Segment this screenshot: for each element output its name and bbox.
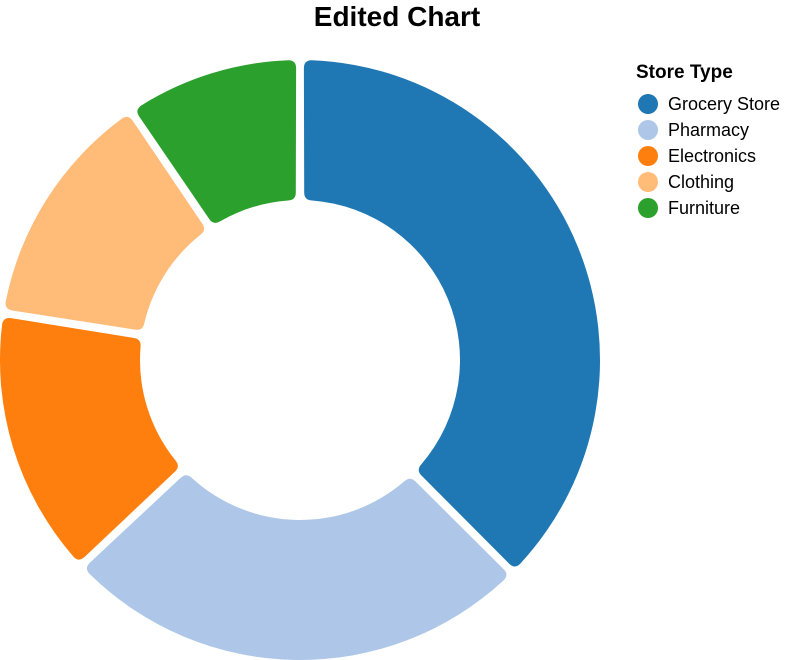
legend-swatch-electronics	[638, 146, 658, 166]
chart-title: Edited Chart	[314, 1, 480, 32]
legend-label-clothing: Clothing	[668, 172, 734, 192]
legend-label-pharmacy: Pharmacy	[668, 120, 749, 140]
slice-furniture	[137, 60, 297, 223]
legend-label-electronics: Electronics	[668, 146, 756, 166]
legend-swatch-clothing	[638, 172, 658, 192]
legend-label-furniture: Furniture	[668, 198, 740, 218]
legend-title: Store Type	[636, 62, 733, 83]
donut-slices	[0, 60, 600, 660]
legend: Store Type Grocery Store Pharmacy Electron…	[636, 62, 780, 218]
legend-label-grocery-store: Grocery Store	[668, 94, 780, 114]
slice-grocery-store	[303, 60, 600, 567]
slice-electronics	[0, 318, 178, 560]
slice-clothing	[5, 116, 205, 330]
legend-swatch-pharmacy	[638, 120, 658, 140]
legend-swatch-grocery-store	[638, 94, 658, 114]
legend-swatch-furniture	[638, 198, 658, 218]
slice-pharmacy	[86, 475, 507, 660]
